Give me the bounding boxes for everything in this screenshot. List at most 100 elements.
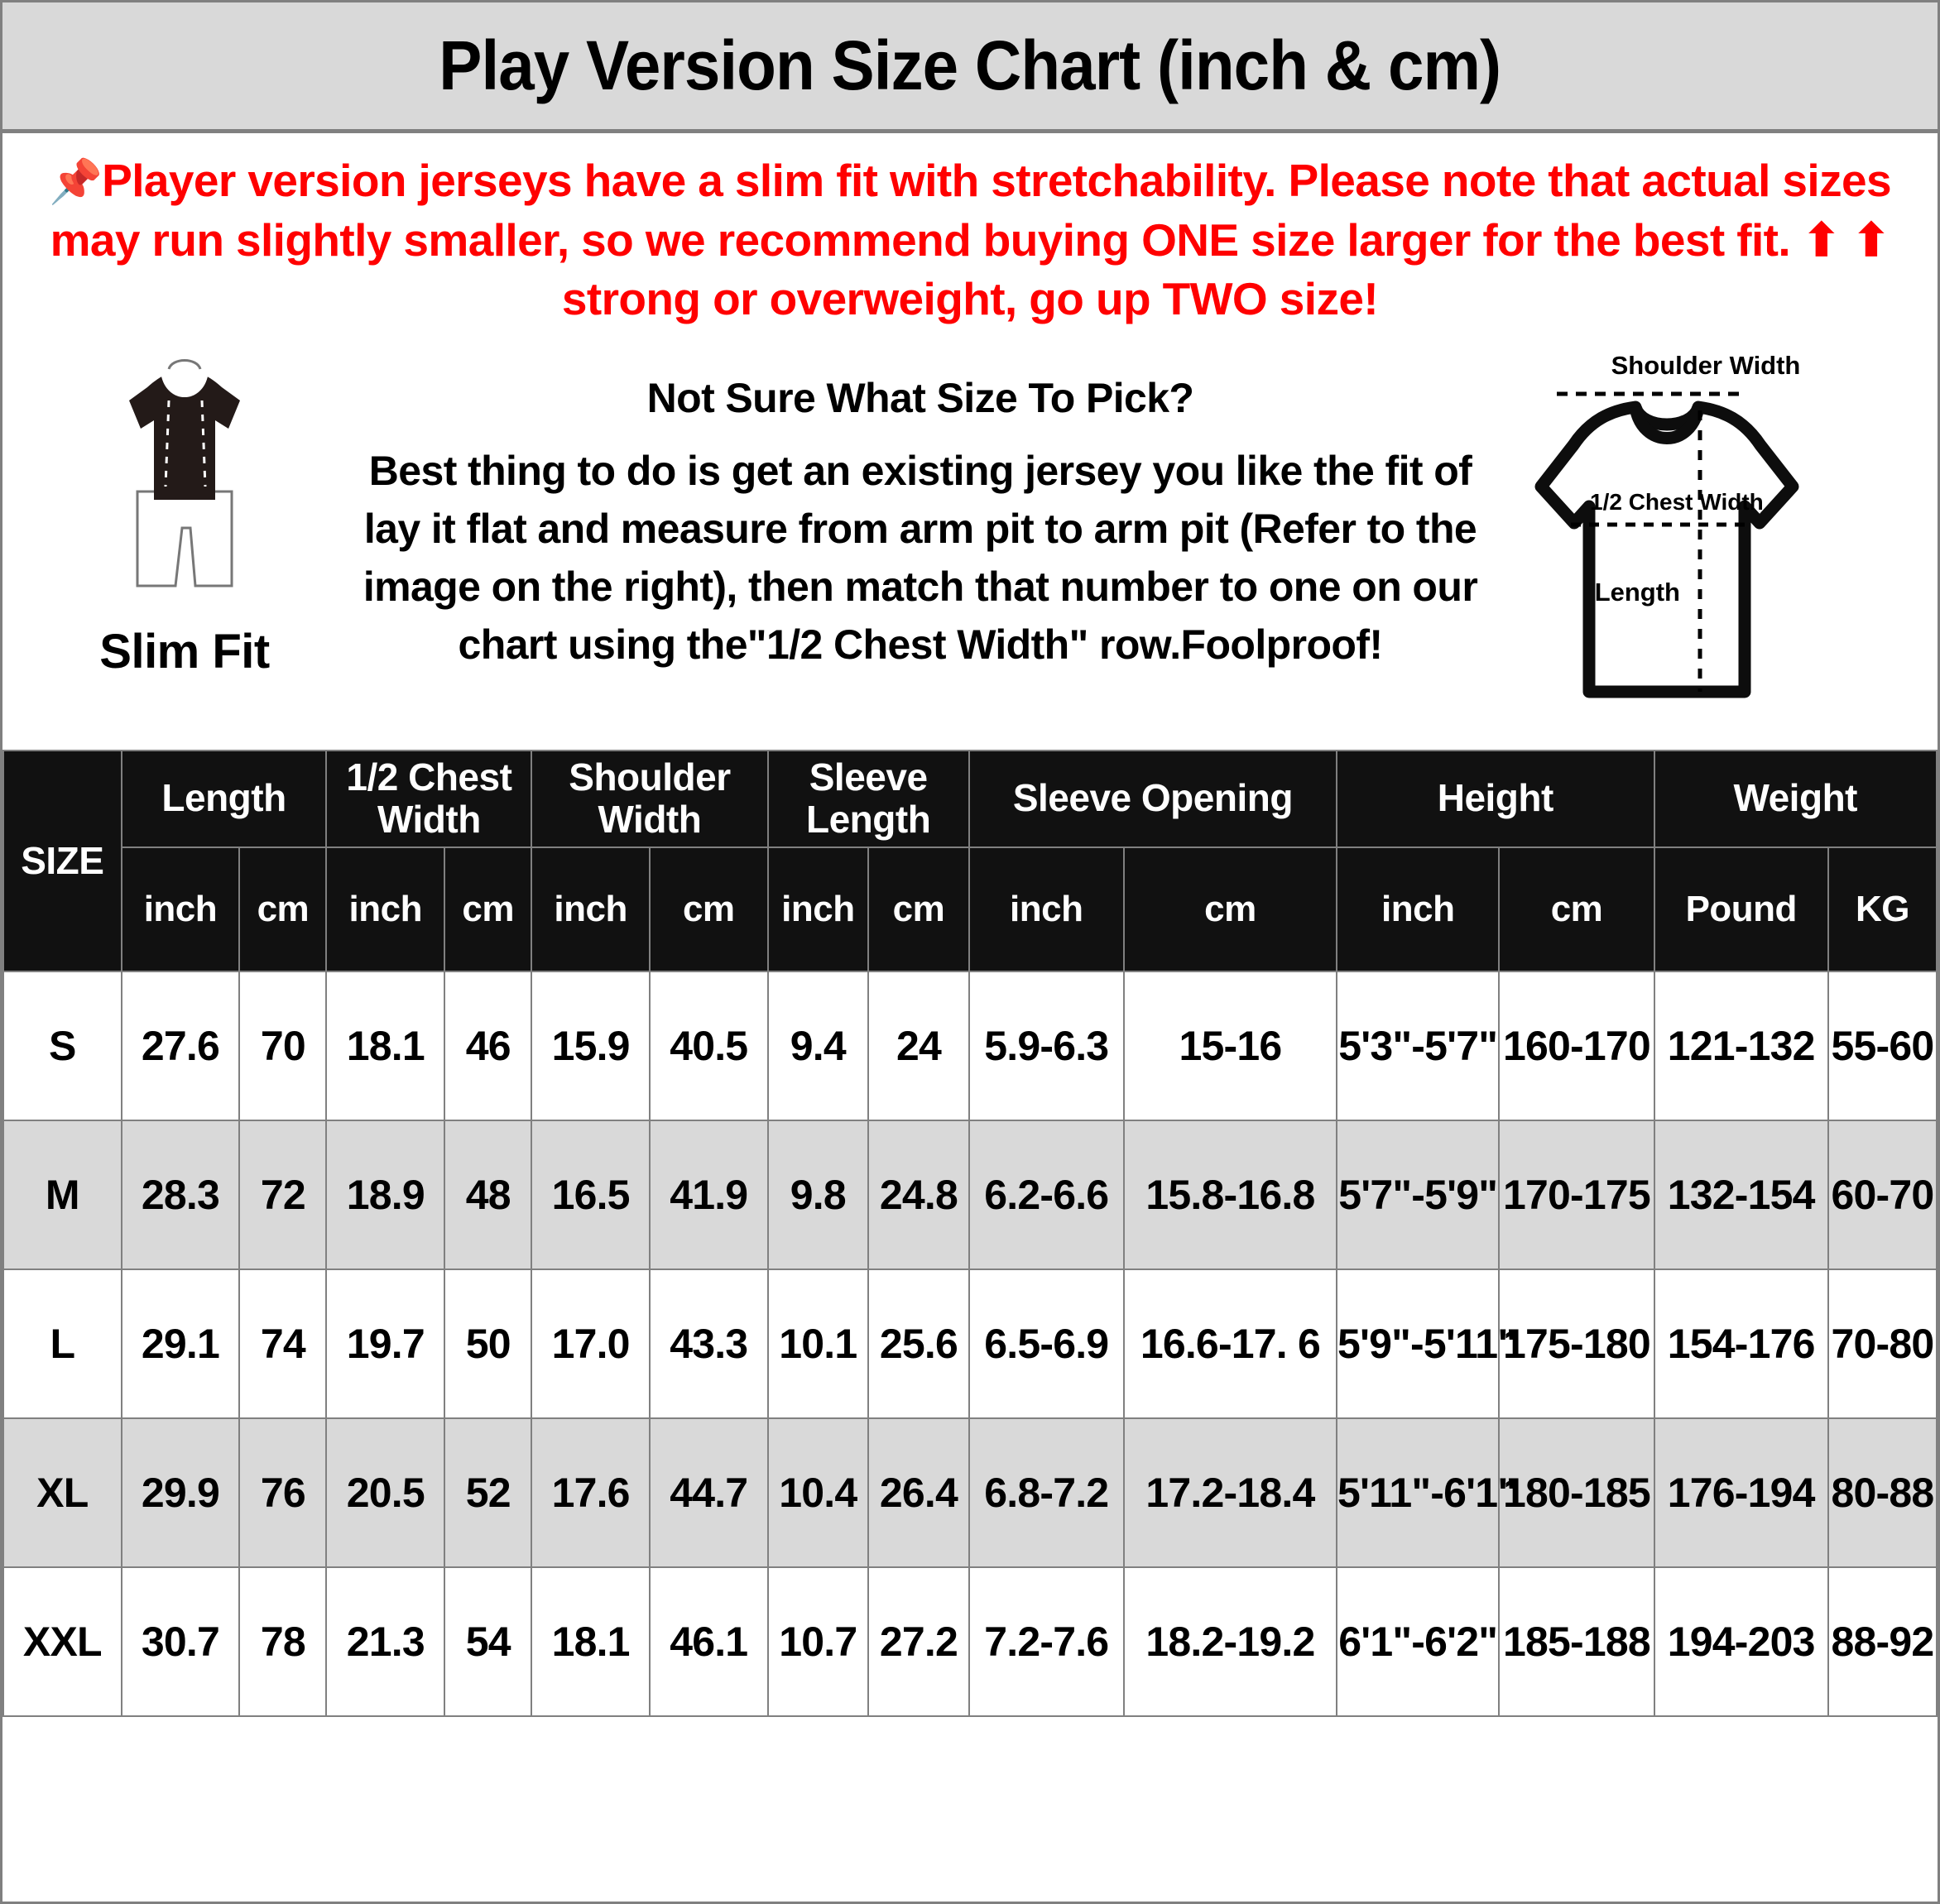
measurement-cell: 9.4 xyxy=(766,970,870,1121)
size-label-cell: XL xyxy=(2,1417,122,1568)
measurement-cell: 5'3"-5'7" xyxy=(1336,970,1501,1121)
measurement-cell: 121-132 xyxy=(1653,970,1829,1121)
fit-notice: 📌Player version jerseys have a slim fit … xyxy=(2,133,1938,336)
measurement-cell: 70-80 xyxy=(1827,1268,1938,1419)
measurement-cell: 5.9-6.3 xyxy=(968,970,1125,1121)
measurement-cell: 48 xyxy=(444,1119,533,1270)
group-header-sleeve-opening: Sleeve Opening xyxy=(968,749,1338,848)
measurement-cell: 27.6 xyxy=(120,970,241,1121)
measurement-cell: 46.1 xyxy=(648,1566,769,1717)
measurement-cell: 10.7 xyxy=(766,1566,870,1717)
measurement-cell: 52 xyxy=(444,1417,533,1568)
info-band: Slim Fit Not Sure What Size To Pick? Bes… xyxy=(2,336,1938,750)
unit-height-inch: inch xyxy=(1336,846,1501,972)
unit-length-cm: cm xyxy=(238,846,328,972)
unit-length-inch: inch xyxy=(120,846,241,972)
measurement-cell: 17.6 xyxy=(531,1417,651,1568)
size-table-body: S 27.6 70 18.1 46 15.9 40.5 9.4 24 5.9-6.3 15-16 5'… xyxy=(2,970,1938,1717)
size-label-cell: L xyxy=(2,1268,122,1419)
measurement-cell: 5'11"-6'1" xyxy=(1336,1417,1517,1568)
tshirt-measurement-icon: Shoulder Width 1/2 Chest Width Length xyxy=(1534,351,1801,698)
unit-sleeve-opening-cm: cm xyxy=(1122,846,1338,972)
slim-fit-block: Slim Fit xyxy=(19,344,350,679)
measurement-cell: 15.9 xyxy=(531,970,651,1121)
shoulder-width-label: Shoulder Width xyxy=(1611,351,1801,380)
measurement-cell: 29.9 xyxy=(120,1417,241,1568)
measurement-cell: 160-170 xyxy=(1498,970,1655,1121)
unit-weight-kg: KG xyxy=(1827,846,1938,972)
size-label-cell: XXL xyxy=(2,1566,122,1717)
measurement-cell: 27.2 xyxy=(867,1566,970,1717)
measurement-cell: 54 xyxy=(444,1566,533,1717)
measurement-cell: 24 xyxy=(867,970,970,1121)
unit-sleeve-length-cm: cm xyxy=(867,846,970,972)
tee-diagram-block: Shoulder Width 1/2 Chest Width Length xyxy=(1491,344,1921,733)
measurement-cell: 132-154 xyxy=(1653,1119,1829,1270)
measurement-cell: 194-203 xyxy=(1653,1566,1829,1717)
measurement-cell: 18.9 xyxy=(325,1119,446,1270)
unit-sleeve-length-inch: inch xyxy=(766,846,870,972)
measurement-cell: 180-185 xyxy=(1498,1417,1655,1568)
measurement-cell: 5'9"-5'11" xyxy=(1336,1268,1517,1419)
unit-height-cm: cm xyxy=(1498,846,1655,972)
measurement-cell: 17.2-18.4 xyxy=(1122,1417,1338,1568)
measurement-cell: 9.8 xyxy=(766,1119,870,1270)
measurement-cell: 50 xyxy=(444,1268,533,1419)
page-title: Play Version Size Chart (inch & cm) xyxy=(439,26,1502,104)
unit-sleeve-opening-inch: inch xyxy=(968,846,1125,972)
group-header-length: Length xyxy=(120,749,328,848)
measurement-cell: 28.3 xyxy=(120,1119,241,1270)
measurement-cell: 25.6 xyxy=(867,1268,970,1419)
measurement-cell: 88-92 xyxy=(1827,1566,1938,1717)
table-row: S 27.6 70 18.1 46 15.9 40.5 9.4 24 5.9-6.3 15-16 5'… xyxy=(2,970,1938,1121)
length-label: Length xyxy=(1595,578,1680,607)
unit-header-row: inch cm inch cm inch cm inch cm inch cm … xyxy=(3,846,1938,972)
size-help-body: Best thing to do is get an existing jers… xyxy=(363,447,1478,668)
measurement-cell: 16.5 xyxy=(531,1119,651,1270)
group-header-sleeve-length: Sleeve Length xyxy=(766,749,970,848)
measurement-cell: 170-175 xyxy=(1498,1119,1655,1270)
measurement-cell: 5'7"-5'9" xyxy=(1336,1119,1501,1270)
measurement-cell: 6'1"-6'2" xyxy=(1336,1566,1501,1717)
measurement-cell: 60-70 xyxy=(1827,1119,1938,1270)
size-help-question: Not Sure What Size To Pick? xyxy=(646,374,1194,421)
measurement-cell: 15-16 xyxy=(1122,970,1338,1121)
measurement-cell: 18.1 xyxy=(325,970,446,1121)
measurement-cell: 76 xyxy=(238,1417,328,1568)
size-label-cell: M xyxy=(2,1119,122,1270)
table-row: L 29.1 74 19.7 50 17.0 43.3 10.1 25.6 6.5-6.9 16.6… xyxy=(2,1268,1938,1419)
group-header-half-chest-width: 1/2 Chest Width xyxy=(325,749,533,848)
measurement-cell: 43.3 xyxy=(648,1268,769,1419)
measurement-cell: 55-60 xyxy=(1827,970,1938,1121)
slim-fit-jersey-icon xyxy=(129,358,240,588)
unit-weight-pound: Pound xyxy=(1653,846,1829,972)
size-column-header: SIZE xyxy=(2,749,122,972)
chart-title-bar: Play Version Size Chart (inch & cm) xyxy=(2,2,1938,133)
measurement-cell: 72 xyxy=(238,1119,328,1270)
measurement-cell: 17.0 xyxy=(531,1268,651,1419)
group-header-row: SIZE Length 1/2 Chest Width Shoulder Wid… xyxy=(2,749,1938,972)
measurement-cell: 185-188 xyxy=(1498,1566,1655,1717)
unit-half-chest-cm: cm xyxy=(444,846,533,972)
pushpin-icon: 📌 xyxy=(49,158,103,206)
size-table: SIZE Length 1/2 Chest Width Shoulder Wid… xyxy=(2,749,1938,1717)
unit-half-chest-inch: inch xyxy=(325,846,446,972)
measurement-cell: 10.1 xyxy=(766,1268,870,1419)
measurement-cell: 78 xyxy=(238,1566,328,1717)
measurement-cell: 21.3 xyxy=(325,1566,446,1717)
measurement-cell: 15.8-16.8 xyxy=(1122,1119,1338,1270)
slim-fit-label: Slim Fit xyxy=(99,624,270,679)
measurement-cell: 30.7 xyxy=(120,1566,241,1717)
measurement-cell: 70 xyxy=(238,970,328,1121)
table-row: XL 29.9 76 20.5 52 17.6 44.7 10.4 26.4 6.8-7.2 17.… xyxy=(2,1417,1938,1568)
group-header-height: Height xyxy=(1336,749,1655,848)
unit-shoulder-inch: inch xyxy=(531,846,651,972)
unit-shoulder-cm: cm xyxy=(648,846,769,972)
measurement-cell: 41.9 xyxy=(648,1119,769,1270)
measurement-cell: 20.5 xyxy=(325,1417,446,1568)
measurement-cell: 46 xyxy=(444,970,533,1121)
size-help-blurb: Not Sure What Size To Pick? Best thing t… xyxy=(350,344,1491,674)
measurement-cell: 10.4 xyxy=(766,1417,870,1568)
measurement-cell: 7.2-7.6 xyxy=(968,1566,1125,1717)
